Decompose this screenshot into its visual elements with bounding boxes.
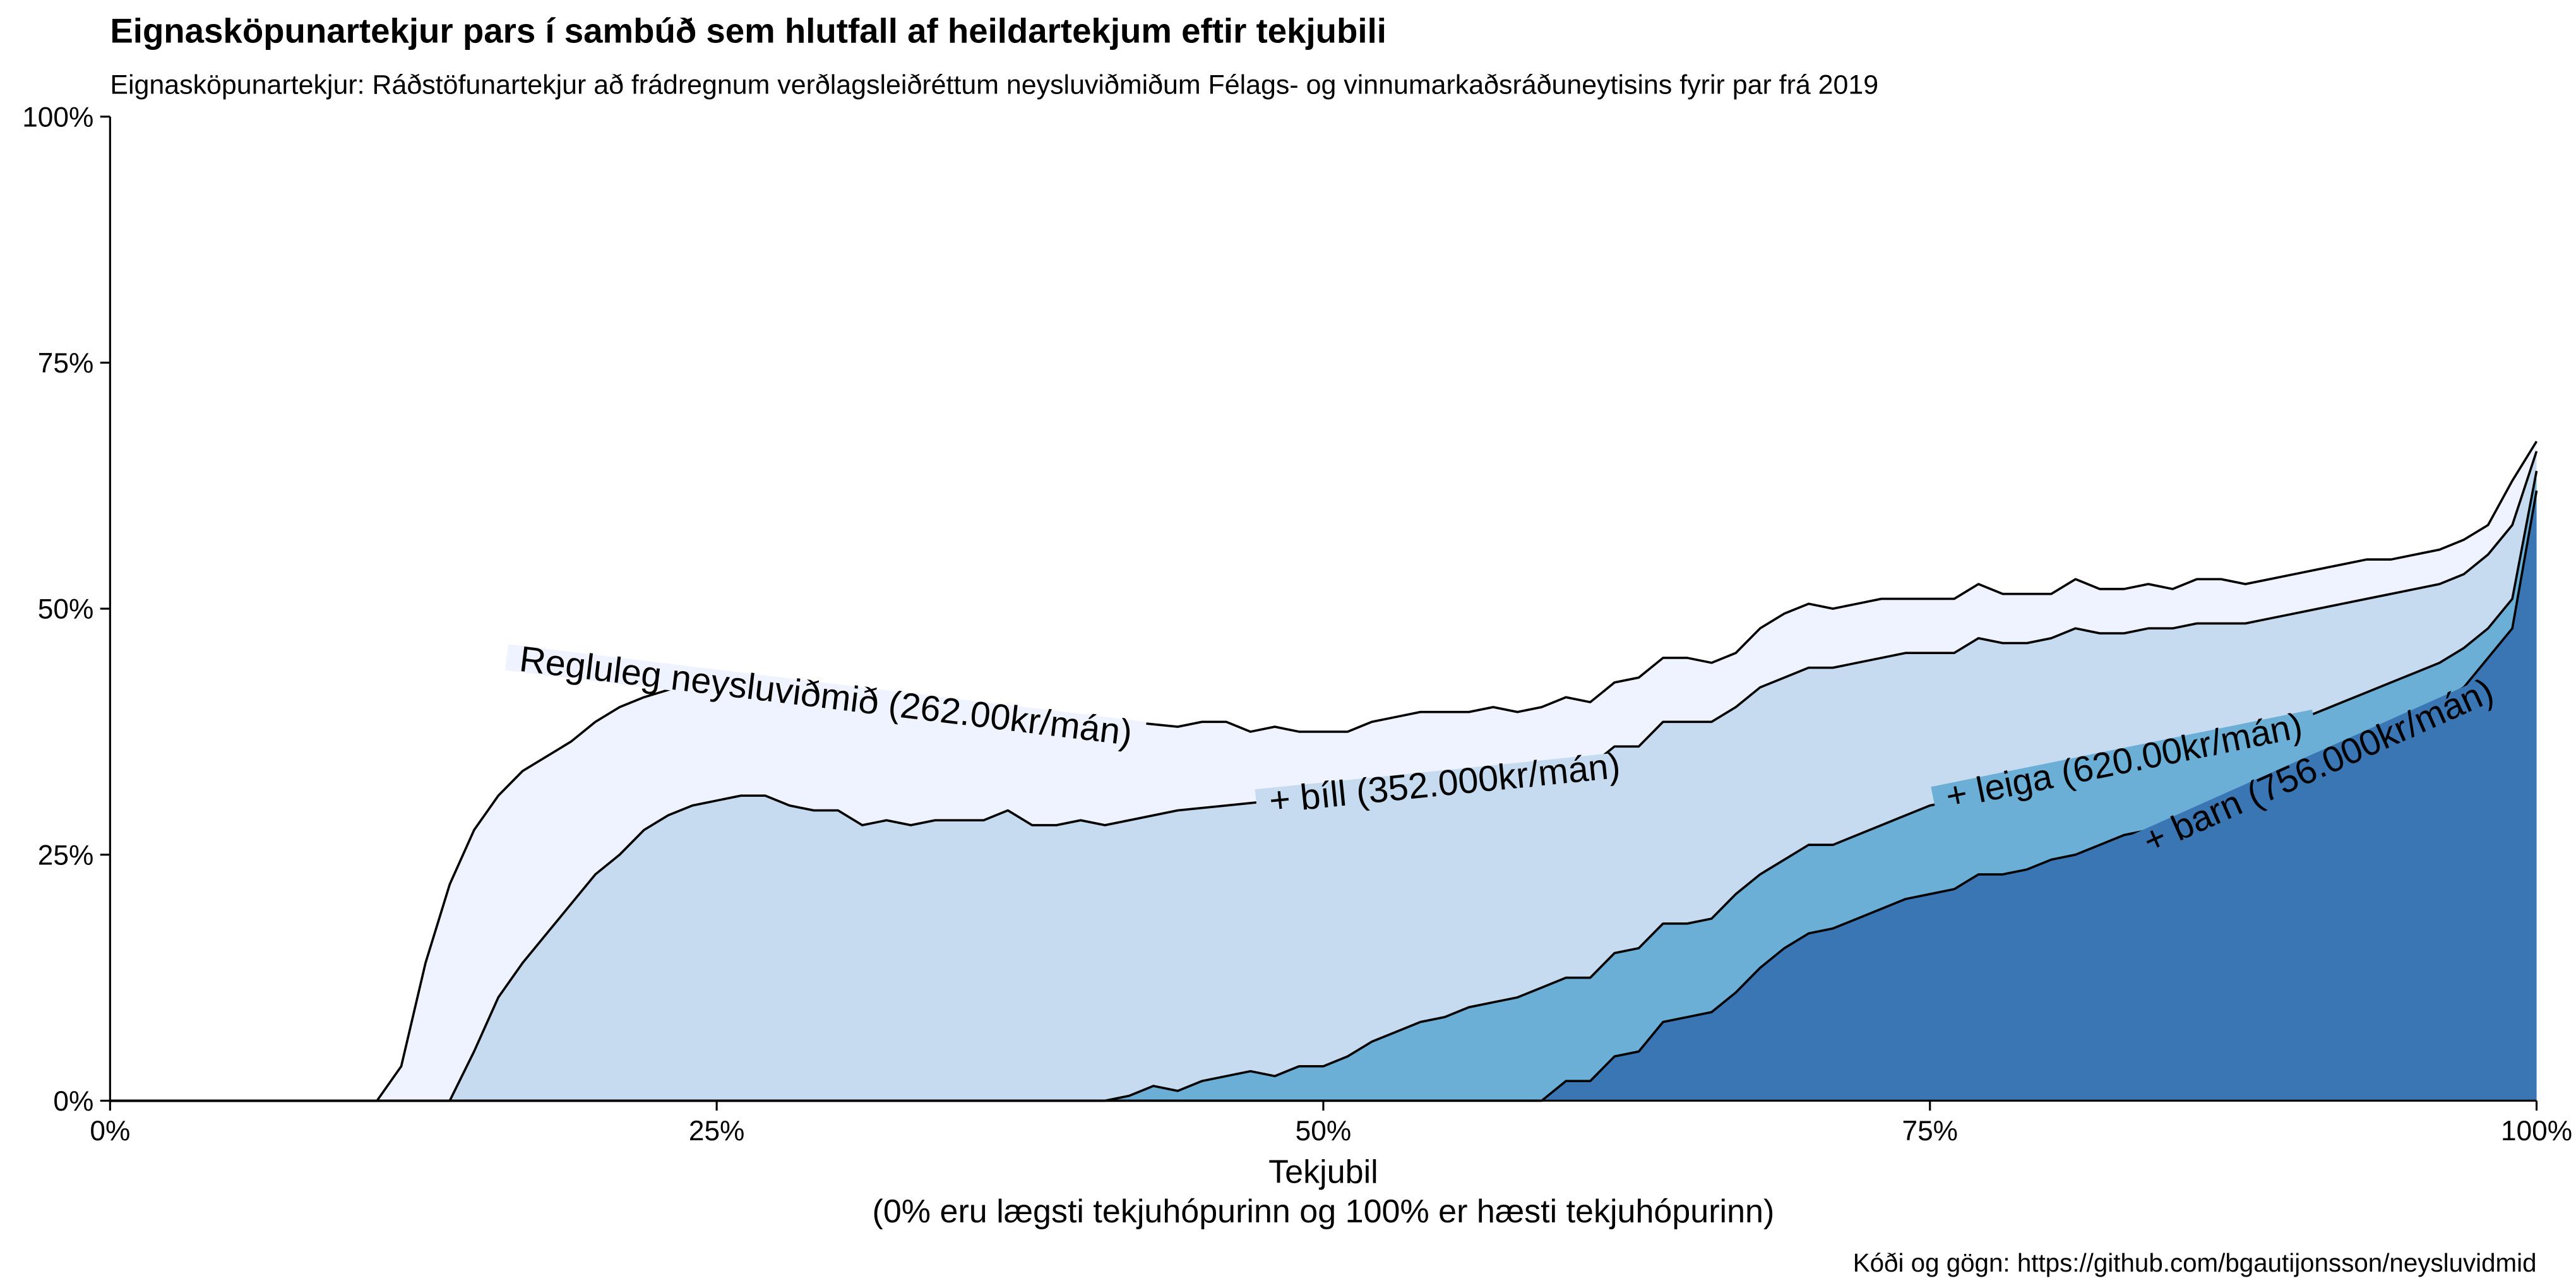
source-caption: Kóði og gögn: https://github.com/bgautij… [1853,1248,2537,1277]
y-tick-label: 75% [38,348,94,379]
series-label-mask-2 [1255,751,1635,816]
series-label-mask-4 [2128,671,2509,861]
series-label-mask-3 [1931,709,2318,813]
chart-subtitle: Eignasköpunartekjur: Ráðstöfunartekjur a… [110,69,1878,100]
x-tick-label: 100% [2501,1116,2572,1147]
area-series-4 [110,491,2537,1101]
axis-ticks: 0% 25% 50% 75% 100% 0% 25% 50% 75% 100% [22,102,2572,1146]
y-tick-label: 50% [38,594,94,625]
stacked-areas [110,441,2537,1101]
y-tick-label: 100% [22,102,93,133]
chart-title: Eignasköpunartekjur pars í sambúð sem hl… [110,12,1386,51]
x-tick-label: 75% [1902,1116,1958,1147]
x-tick-label: 0% [90,1116,130,1147]
y-tick-label: 25% [38,840,94,871]
x-axis-note: (0% eru lægsti tekjuhópurinn og 100% er … [873,1193,1775,1230]
series-label-mask-1 [505,644,1147,748]
x-tick-label: 50% [1296,1116,1352,1147]
y-tick-label: 0% [53,1086,93,1117]
x-axis-label: Tekjubil [1268,1154,1378,1190]
x-tick-label: 25% [689,1116,745,1147]
